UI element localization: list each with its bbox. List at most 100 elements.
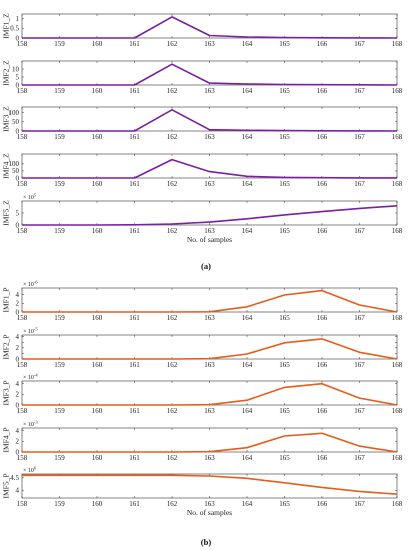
- x-tick-label: 168: [392, 500, 403, 508]
- x-tick-label: 164: [242, 180, 253, 188]
- x-tick-label: 162: [167, 361, 178, 369]
- x-tick-label: 159: [54, 133, 65, 141]
- x-tick-label: 162: [167, 133, 178, 141]
- x-tick-label: 161: [129, 500, 140, 508]
- x-tick-label: 164: [242, 227, 253, 235]
- x-tick-label: 158: [17, 40, 28, 48]
- y-axis-label: IMF4_Z: [2, 153, 11, 179]
- axes-box: [21, 153, 398, 179]
- y-axis-label: IMF2_Z: [2, 60, 11, 86]
- x-tick-label: 158: [17, 133, 28, 141]
- x-tick-label: 168: [392, 87, 403, 95]
- x-tick-label: 160: [92, 133, 103, 141]
- panel-imf1_p: 158 159 160 161 162 163 164 165 166 167 168 024 IMF1…: [2, 280, 403, 323]
- y-tick-label: 4: [16, 427, 20, 435]
- y-tick-label: 100: [9, 109, 20, 117]
- series-line: [22, 109, 398, 132]
- x-tick-label: 166: [317, 407, 328, 415]
- x-tick-label: 158: [17, 407, 28, 415]
- x-tick-label: 163: [204, 500, 215, 508]
- x-tick-label: 158: [17, 314, 28, 322]
- x-tick-label: 167: [354, 454, 365, 462]
- x-tick-label: 162: [167, 180, 178, 188]
- x-tick-label: 168: [392, 40, 403, 48]
- axes-box: [21, 334, 398, 360]
- y-tick-label: 0: [16, 81, 20, 89]
- x-tick-label: 160: [92, 87, 103, 95]
- x-tick-label: 159: [54, 40, 65, 48]
- x-tick-label: 159: [54, 361, 65, 369]
- y-tick-label: 0: [16, 401, 20, 409]
- series-line: [22, 205, 398, 226]
- x-tick-label: 165: [279, 454, 290, 462]
- x-tick-label: 158: [17, 180, 28, 188]
- x-tick-label: 166: [317, 227, 328, 235]
- x-tick-label: 164: [242, 133, 253, 141]
- x-tick-label: 168: [392, 133, 403, 141]
- y-tick-label: 0: [16, 308, 20, 316]
- x-tick-label: 166: [317, 87, 328, 95]
- x-tick-label: 165: [279, 314, 290, 322]
- x-tick-label: 167: [354, 500, 365, 508]
- axes-box: [21, 13, 398, 39]
- exponent-label: × 10-4: [23, 373, 38, 382]
- y-tick-label: 100: [9, 160, 20, 168]
- x-tick-label: 168: [392, 407, 403, 415]
- panel-imf5_p: 158 159 160 161 162 163 164 165 166 167 168 4 4.5IMF…: [2, 466, 403, 518]
- x-tick-label: 168: [392, 227, 403, 235]
- y-tick-label: 5: [16, 209, 20, 217]
- axes-box: [21, 473, 398, 499]
- y-tick-label: 2: [16, 344, 20, 352]
- y-tick-label: 1: [16, 15, 20, 23]
- axes-box: [21, 106, 398, 132]
- y-tick-label: 2: [16, 391, 20, 399]
- panel-imf5_z: 158 159 160 161 162 163 164 165 166 167 168 0 5 IMF5_…: [2, 193, 403, 245]
- x-tick-label: 163: [204, 227, 215, 235]
- y-tick-label: 2: [16, 300, 20, 308]
- x-tick-label: 161: [129, 361, 140, 369]
- axes-box: [21, 380, 398, 406]
- x-tick-label: 166: [317, 180, 328, 188]
- y-tick-label: 50: [12, 118, 20, 126]
- x-tick-label: 162: [167, 227, 178, 235]
- panel-imf1_z: 158 159 160 161 162 163 164 165 166 167 168 00.5 1 IM…: [2, 13, 403, 48]
- x-tick-label: 161: [129, 407, 140, 415]
- y-tick-label: 2: [16, 438, 20, 446]
- x-tick-label: 164: [242, 40, 253, 48]
- panel-imf4_z: 158 159 160 161 162 163 164 165 166 167 168 050100I…: [2, 153, 403, 188]
- y-tick-label: 0: [16, 448, 20, 456]
- x-tick-label: 158: [17, 361, 28, 369]
- x-tick-label: 167: [354, 227, 365, 235]
- x-tick-label: 160: [92, 500, 103, 508]
- x-tick-label: 164: [242, 500, 253, 508]
- y-tick-label: 4: [16, 291, 20, 299]
- x-tick-label: 162: [167, 87, 178, 95]
- x-tick-label: 161: [129, 454, 140, 462]
- series-line: [22, 16, 398, 39]
- x-tick-label: 165: [279, 361, 290, 369]
- x-tick-label: 163: [204, 180, 215, 188]
- y-tick-label: 5: [16, 73, 20, 81]
- x-tick-label: 167: [354, 133, 365, 141]
- x-tick-label: 162: [167, 314, 178, 322]
- y-tick-label: 0.5: [10, 25, 19, 33]
- x-tick-label: 160: [92, 454, 103, 462]
- y-tick-label: 4.5: [10, 474, 19, 482]
- x-tick-label: 158: [17, 500, 28, 508]
- x-tick-label: 161: [129, 180, 140, 188]
- x-tick-label: 160: [92, 314, 103, 322]
- x-tick-label: 165: [279, 227, 290, 235]
- exponent-label: × 10-3: [23, 420, 38, 429]
- x-tick-label: 165: [279, 407, 290, 415]
- x-tick-label: 164: [242, 454, 253, 462]
- y-axis-label: IMF3_Z: [2, 106, 11, 132]
- x-tick-label: 161: [129, 314, 140, 322]
- panels: 158 159 160 161 162 163 164 165 166 167 168 0 0.5 1 IM…: [2, 13, 403, 517]
- x-axis-label: No. of samples: [187, 508, 232, 517]
- x-tick-label: 163: [204, 133, 215, 141]
- x-tick-label: 164: [242, 361, 253, 369]
- x-tick-label: 162: [167, 500, 178, 508]
- series-line: [22, 158, 397, 179]
- y-tick-label: 4: [16, 333, 20, 341]
- y-tick-label: 4: [16, 487, 20, 495]
